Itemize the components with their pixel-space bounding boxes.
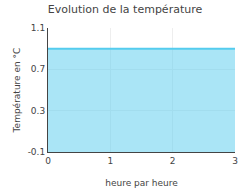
svg-text:2: 2 [170, 156, 176, 166]
svg-text:0.7: 0.7 [31, 64, 45, 74]
svg-text:-0.1: -0.1 [28, 147, 46, 157]
svg-text:3: 3 [232, 156, 238, 166]
svg-text:1: 1 [107, 156, 113, 166]
svg-text:1.1: 1.1 [31, 23, 45, 33]
svg-text:Température en °C: Température en °C [12, 48, 22, 134]
svg-text:heure par heure: heure par heure [105, 178, 178, 188]
svg-text:0: 0 [45, 156, 51, 166]
svg-text:Evolution de la température: Evolution de la température [48, 3, 203, 16]
svg-text:0.3: 0.3 [31, 106, 45, 116]
